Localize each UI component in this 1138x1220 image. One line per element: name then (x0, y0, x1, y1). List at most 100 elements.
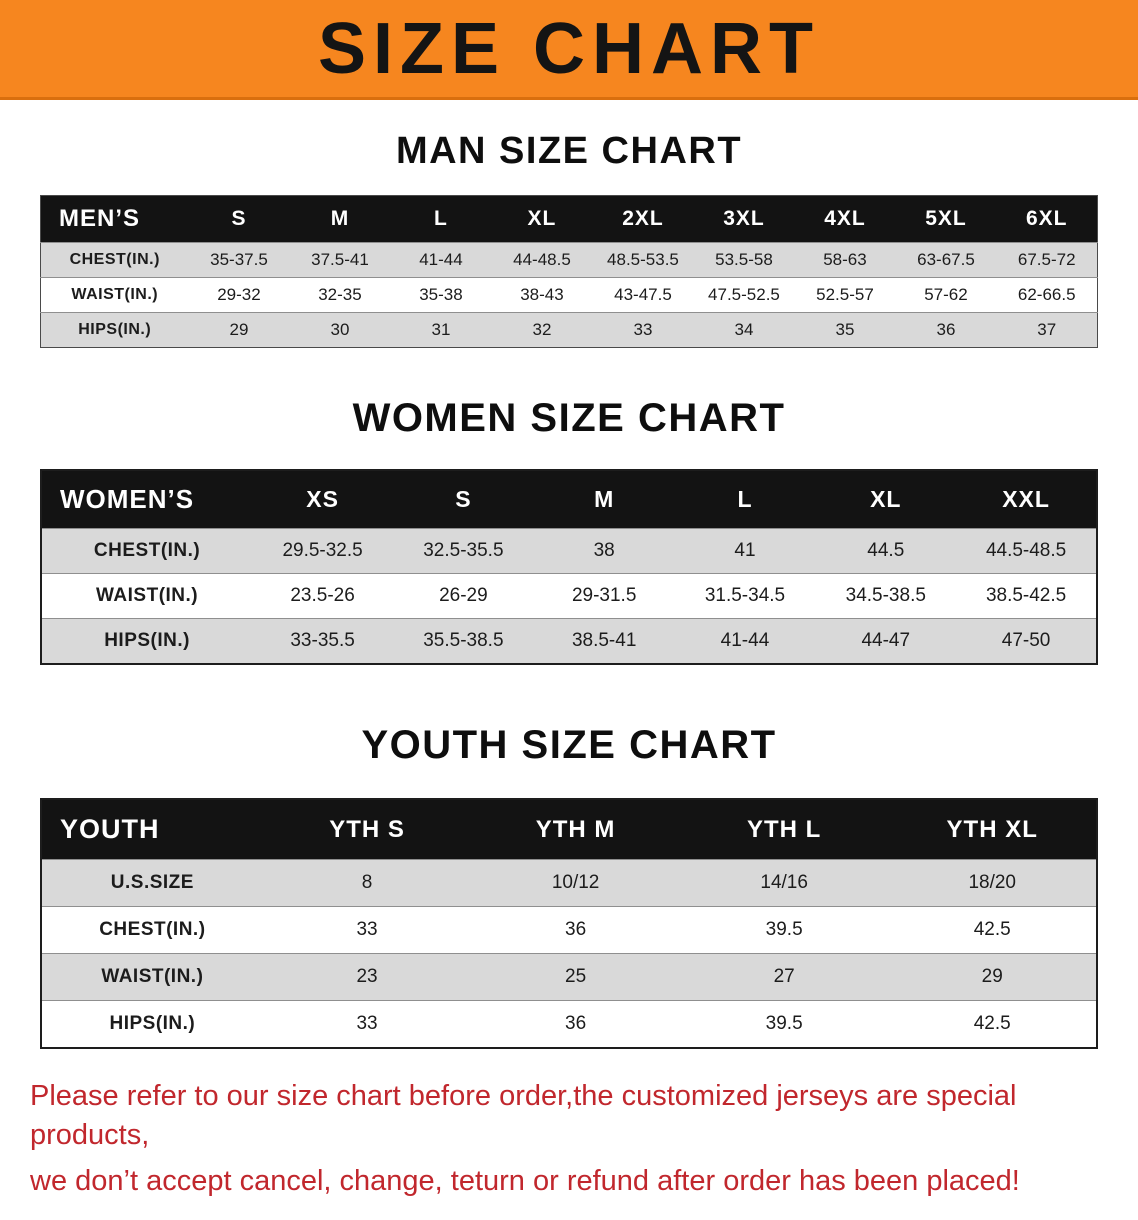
size-value: 25 (565, 966, 587, 987)
size-value: 39.5 (765, 1013, 803, 1034)
size-value: 44-47 (861, 630, 911, 651)
size-value: 29 (981, 966, 1003, 987)
size-value: 35-38 (419, 285, 463, 304)
section-heading: MAN SIZE CHART (395, 130, 743, 172)
column-header: 2XL (592, 195, 694, 243)
column-header: YTH M (471, 799, 680, 860)
size-value: 29-32 (217, 285, 261, 304)
size-value: 32.5-35.5 (423, 540, 504, 561)
sections-container: MAN SIZE CHART MEN’S S M L XL 2XL 3XL 4XL 5XL 6XL C… (0, 130, 1138, 1049)
size-value: 63-67.5 (917, 250, 975, 269)
size-value: 33 (633, 320, 653, 339)
column-header: 4XL (794, 195, 896, 243)
size-value: 14/16 (760, 872, 808, 893)
size-value: 29-31.5 (571, 585, 637, 606)
size-value: 32-35 (318, 285, 362, 304)
size-value: 44.5 (867, 540, 905, 561)
header-row: YOUTH YTH S YTH M YTH L YTH XL (41, 799, 1097, 860)
size-value: 31 (431, 320, 451, 339)
size-value: 67.5-72 (1017, 250, 1076, 269)
size-value: 35-37.5 (210, 250, 268, 269)
size-table: MEN’S S M L XL 2XL 3XL 4XL 5XL 6XL CHEST(IN.) 35-37… (40, 195, 1098, 348)
column-header: 3XL (693, 195, 795, 243)
column-header: M (533, 470, 675, 529)
size-value: 33 (356, 1013, 378, 1034)
size-value: 36 (565, 1013, 587, 1034)
size-value: 38-43 (520, 285, 564, 304)
size-value: 34.5-38.5 (845, 585, 926, 606)
row-label: CHEST(IN.) (99, 919, 206, 940)
page-title: SIZE CHART (318, 8, 820, 89)
column-header: YTH L (679, 799, 889, 860)
table-row: CHEST(IN.) 35-37.5 37.5-41 41-44 44-48.5 48.5… (40, 242, 1098, 278)
table-row: HIPS(IN.) 33 36 39.5 42.5 (41, 1000, 1097, 1048)
size-value: 34 (734, 320, 754, 339)
table-title-cell: YOUTH (41, 799, 263, 860)
table-row: CHEST(IN.) 33 36 39.5 42.5 (41, 906, 1097, 954)
size-chart-section: MAN SIZE CHART MEN’S S M L XL 2XL 3XL 4XL 5XL 6XL C… (40, 130, 1098, 348)
size-value: 52.5-57 (816, 285, 874, 304)
column-header: L (674, 470, 816, 529)
column-header: YTH S (262, 799, 472, 860)
table-row: CHEST(IN.) 29.5-32.5 32.5-35.5 38 41 44.5 44.5… (41, 528, 1097, 574)
size-value: 47.5-52.5 (708, 285, 780, 304)
size-value: 29 (229, 320, 249, 339)
banner: SIZE CHART (0, 0, 1138, 100)
size-value: 36 (936, 320, 956, 339)
size-value: 29.5-32.5 (282, 540, 363, 561)
size-value: 38 (593, 540, 615, 561)
row-label: HIPS(IN.) (78, 321, 152, 338)
table-row: WAIST(IN.) 29-32 32-35 35-38 38-43 43-47.5 47.… (40, 277, 1098, 313)
size-value: 53.5-58 (715, 250, 773, 269)
size-value: 47-50 (1001, 630, 1051, 651)
row-label: WAIST(IN.) (71, 286, 159, 303)
column-header: XL (491, 195, 593, 243)
section-heading: WOMEN SIZE CHART (352, 396, 786, 440)
size-value: 38.5-42.5 (985, 585, 1067, 606)
row-label: WAIST(IN.) (96, 585, 199, 606)
size-value: 32 (532, 320, 552, 339)
table-title-cell: WOMEN’S (41, 470, 253, 529)
size-value: 30 (330, 320, 350, 339)
size-value: 48.5-53.5 (607, 250, 679, 269)
size-value: 42.5 (973, 1013, 1011, 1034)
column-header: XS (252, 470, 393, 529)
row-label: CHEST(IN.) (93, 540, 201, 561)
size-table: WOMEN’S XS S M L XL XXL CHEST(IN.) 29.5-32.5 32.5… (40, 469, 1098, 665)
size-value: 23 (356, 966, 378, 987)
column-header: M (289, 195, 391, 243)
row-label: WAIST(IN.) (101, 966, 204, 987)
size-value: 18/20 (968, 872, 1016, 893)
size-value: 37 (1037, 320, 1057, 339)
size-value: 10/12 (551, 872, 600, 893)
size-value: 35.5-38.5 (423, 630, 504, 651)
size-value: 33 (356, 919, 378, 940)
row-label: HIPS(IN.) (104, 630, 190, 651)
size-value: 44.5-48.5 (985, 540, 1067, 561)
size-value: 42.5 (973, 919, 1011, 940)
size-value: 23.5-26 (290, 585, 355, 606)
column-header: YTH XL (888, 799, 1097, 860)
table-row: WAIST(IN.) 23 25 27 29 (41, 953, 1097, 1001)
size-value: 33-35.5 (290, 630, 355, 651)
size-value: 31.5-34.5 (704, 585, 786, 606)
column-header: 5XL (895, 195, 997, 243)
size-value: 38.5-41 (571, 630, 637, 651)
size-value: 62-66.5 (1017, 285, 1076, 304)
size-value: 35 (835, 320, 855, 339)
footer-notice: Please refer to our size chart before or… (30, 1077, 1108, 1220)
size-value: 43-47.5 (614, 285, 672, 304)
size-value: 58-63 (823, 250, 867, 269)
header-row: MEN’S S M L XL 2XL 3XL 4XL 5XL 6XL (40, 195, 1098, 243)
section-heading: YOUTH SIZE CHART (361, 723, 777, 767)
size-value: 41-44 (419, 250, 463, 269)
column-header: 6XL (996, 195, 1098, 243)
notice-line-1: Please refer to our size chart before or… (30, 1080, 1017, 1152)
notice-line-2: we don’t accept cancel, change, teturn o… (30, 1165, 1020, 1198)
size-value: 57-62 (924, 285, 968, 304)
column-header: XL (815, 470, 957, 529)
table-row: HIPS(IN.) 33-35.5 35.5-38.5 38.5-41 41-44 44-… (41, 618, 1097, 664)
size-value: 27 (773, 966, 795, 987)
size-value: 39.5 (765, 919, 803, 940)
